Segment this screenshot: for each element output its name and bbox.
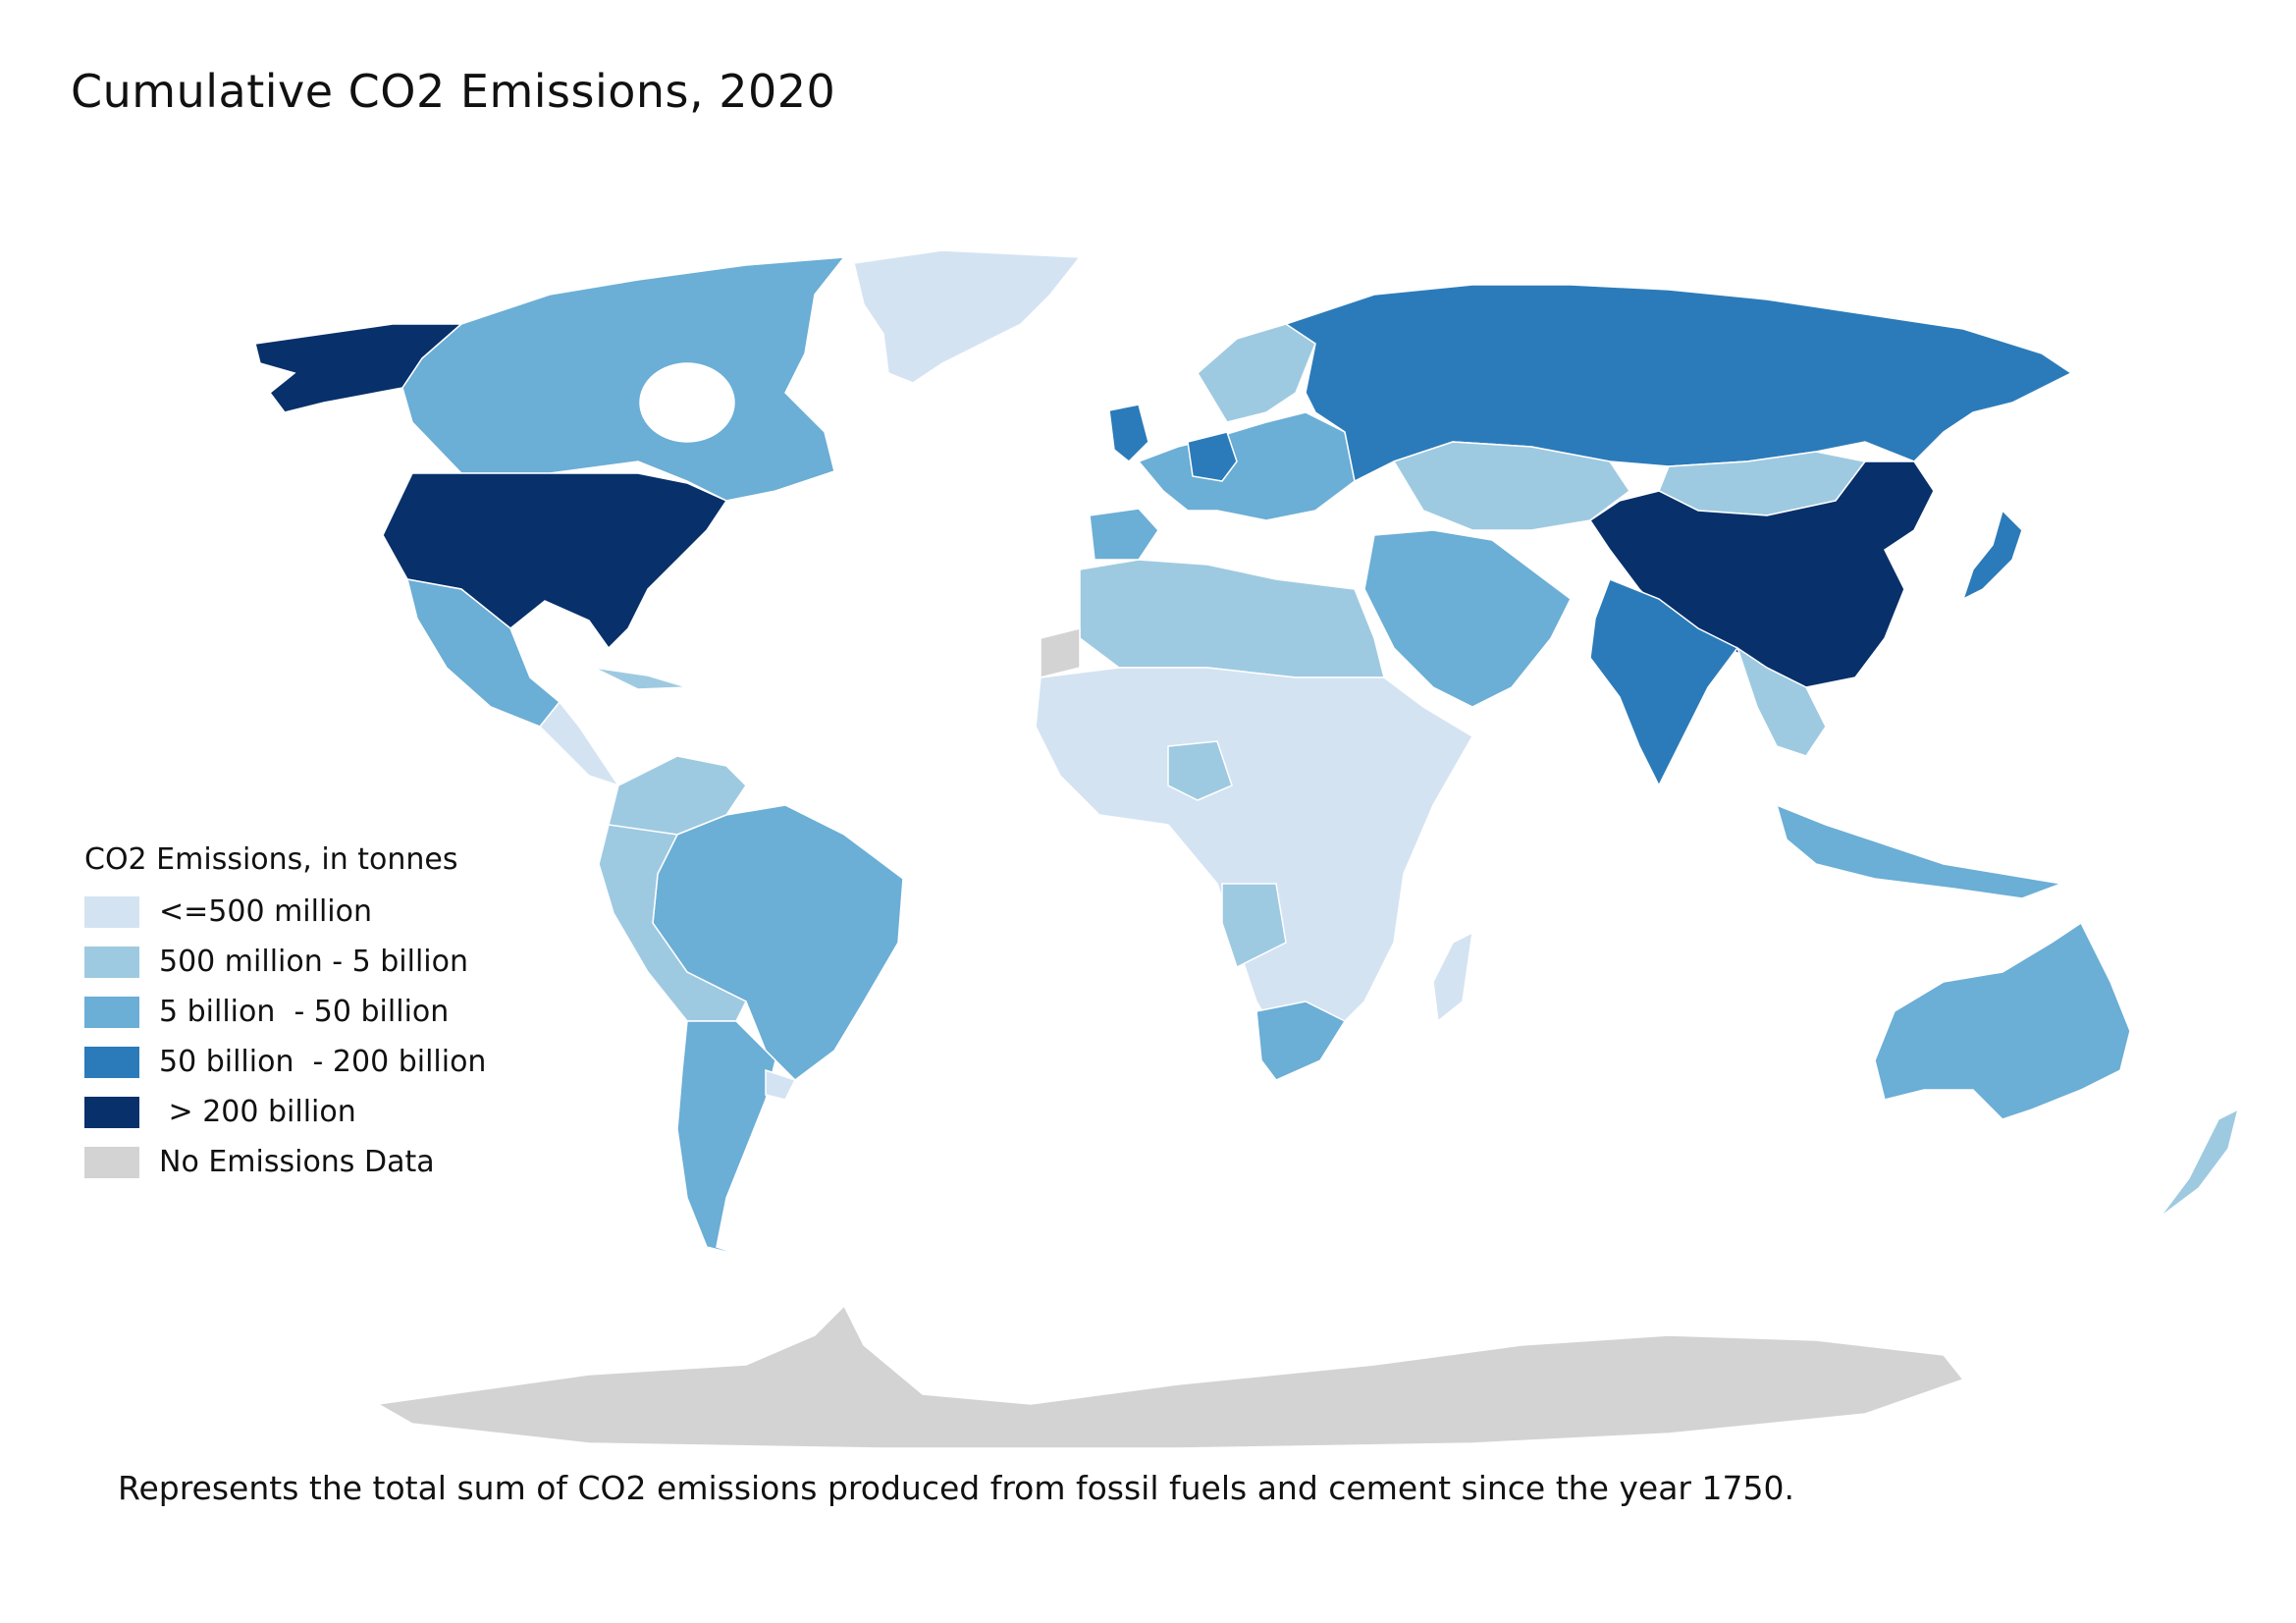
region-india[interactable] <box>1589 578 1739 787</box>
region-cuba[interactable] <box>593 667 688 690</box>
region-canada[interactable] <box>401 256 846 502</box>
region-germany[interactable] <box>1187 431 1238 482</box>
region-southeast-asia[interactable] <box>1735 646 1827 757</box>
legend-swatch <box>84 895 139 928</box>
region-iberia[interactable] <box>1089 508 1159 561</box>
region-argentina-chile[interactable] <box>676 1020 776 1258</box>
legend-label: 5 billion - 50 billion <box>159 995 450 1029</box>
legend-item: <=500 million <box>84 887 486 937</box>
region-north-africa[interactable] <box>1079 559 1385 678</box>
legend-item: > 200 billion <box>84 1087 486 1137</box>
legend-item: 5 billion - 50 billion <box>84 987 486 1037</box>
legend-swatch <box>84 996 139 1028</box>
region-scandinavia[interactable] <box>1197 323 1316 423</box>
region-middle-east[interactable] <box>1363 529 1572 708</box>
legend-label: 500 million - 5 billion <box>159 945 468 979</box>
legend-item: 50 billion - 200 billion <box>84 1037 486 1087</box>
legend-title: CO2 Emissions, in tonnes <box>84 842 458 877</box>
region-uruguay[interactable] <box>765 1068 797 1101</box>
region-russia[interactable] <box>1284 284 2073 483</box>
map-title: Cumulative CO2 Emissions, 2020 <box>71 65 836 118</box>
region-western-sahara <box>1040 627 1081 678</box>
legend-label: No Emissions Data <box>159 1145 435 1179</box>
region-central-america[interactable] <box>538 700 620 787</box>
region-greenland[interactable] <box>853 249 1082 384</box>
region-indonesia[interactable] <box>1775 803 2064 899</box>
region-nigeria[interactable] <box>1167 740 1233 801</box>
region-central-asia[interactable] <box>1392 441 1631 531</box>
legend-label: <=500 million <box>159 894 373 929</box>
region-antarctica <box>375 1304 1965 1449</box>
legend-label: > 200 billion <box>159 1095 356 1129</box>
region-south-africa[interactable] <box>1255 1001 1347 1081</box>
legend: CO2 Emissions, in tonnes <=500 million 5… <box>84 842 486 1187</box>
region-madagascar[interactable] <box>1432 931 1473 1023</box>
region-hudson-bay <box>639 362 735 443</box>
legend-swatch <box>84 946 139 978</box>
region-peru-bolivia[interactable] <box>598 824 748 1022</box>
region-united-kingdom[interactable] <box>1108 404 1149 463</box>
region-subsaharan-africa[interactable] <box>1035 667 1474 1052</box>
legend-label: 50 billion - 200 billion <box>159 1045 487 1079</box>
region-new-zealand[interactable] <box>2159 1108 2240 1218</box>
legend-swatch <box>84 1046 139 1078</box>
region-angola[interactable] <box>1221 883 1287 969</box>
legend-item: No Emissions Data <box>84 1137 486 1187</box>
region-australia[interactable] <box>1874 921 2131 1120</box>
footnote: Represents the total sum of CO2 emission… <box>118 1469 1794 1507</box>
legend-item: 500 million - 5 billion <box>84 937 486 987</box>
region-western-europe[interactable] <box>1137 411 1356 521</box>
region-alaska[interactable] <box>254 323 463 413</box>
region-japan[interactable] <box>1961 509 2023 601</box>
legend-swatch <box>84 1096 139 1128</box>
legend-swatch <box>84 1146 139 1178</box>
